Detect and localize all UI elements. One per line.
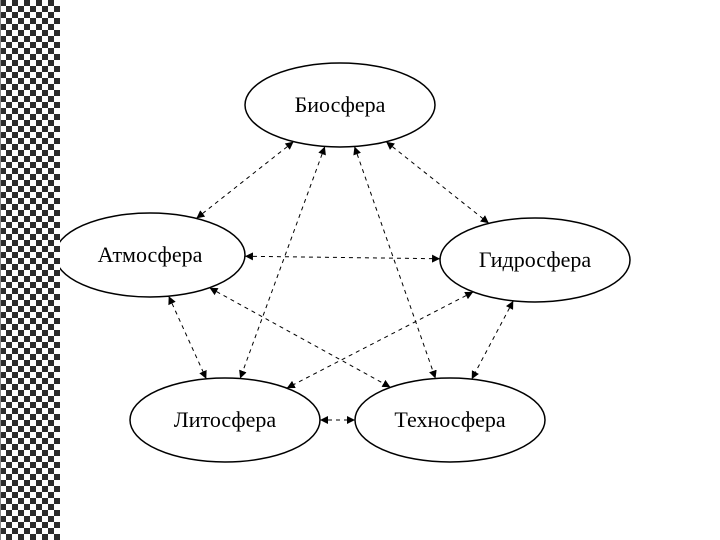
edge-atmo-techno: [210, 288, 391, 388]
edge-atmo-lito: [169, 296, 207, 379]
edge-bio-techno: [354, 147, 435, 379]
node-atmo: [55, 213, 245, 297]
right-texture-band: [0, 0, 60, 540]
edge-hydro-techno: [472, 301, 514, 379]
edge-bio-hydro: [386, 142, 489, 224]
node-lito: [130, 378, 320, 462]
edge-bio-atmo: [196, 142, 293, 219]
edge-hydro-lito: [287, 292, 473, 388]
node-techno: [355, 378, 545, 462]
node-hydro: [440, 218, 630, 302]
edge-atmo-hydro: [245, 256, 440, 259]
nodes-group: [55, 63, 630, 462]
diagram-canvas: БиосфераАтмосфераГидросфераЛитосфераТехн…: [0, 0, 720, 540]
edge-bio-lito: [240, 146, 325, 378]
diagram-svg: [0, 0, 720, 540]
node-bio: [245, 63, 435, 147]
